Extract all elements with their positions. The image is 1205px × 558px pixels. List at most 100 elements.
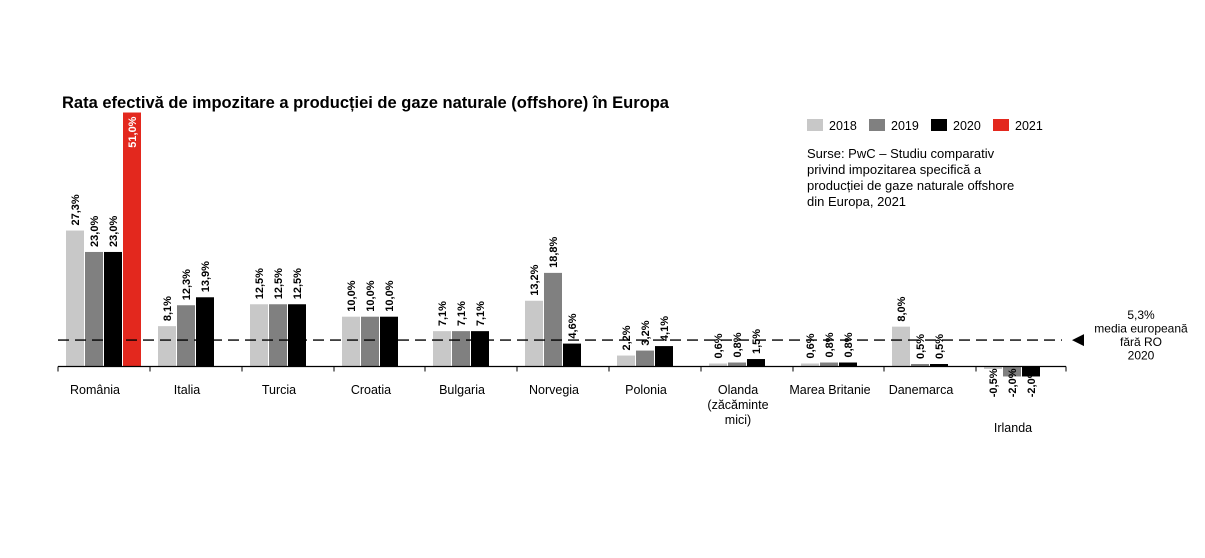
bar (525, 300, 543, 367)
data-label: -0,5% (988, 368, 1000, 397)
bar (288, 304, 306, 367)
category-label: Irlanda (994, 421, 1032, 435)
data-label: 7,1% (475, 301, 487, 326)
data-label: 13,9% (200, 261, 212, 292)
data-label: -2,0% (1007, 368, 1019, 397)
bar (104, 251, 122, 367)
legend-swatch-2018 (807, 119, 823, 131)
bar (196, 297, 214, 367)
reference-label: fără RO (1120, 335, 1162, 349)
category-label: Norvegia (529, 383, 579, 397)
data-label: 12,5% (273, 268, 285, 299)
legend-label-2018: 2018 (829, 119, 857, 133)
bar (892, 326, 910, 367)
data-label: 0,6% (805, 333, 817, 358)
legend-swatch-2020 (931, 119, 947, 131)
data-label: 0,8% (732, 332, 744, 357)
data-label: 7,1% (456, 301, 468, 326)
data-label: 2,2% (621, 325, 633, 350)
data-label: 51,0% (127, 116, 139, 147)
bar (1003, 366, 1021, 377)
data-label: 12,5% (254, 268, 266, 299)
data-label: 18,8% (548, 236, 560, 267)
source-line: din Europa, 2021 (807, 194, 906, 209)
bar (433, 331, 451, 367)
bar (930, 364, 948, 367)
reference-label: 2020 (1128, 349, 1155, 363)
source-line: Surse: PwC – Studiu comparativ (807, 146, 995, 161)
data-label: 3,2% (640, 320, 652, 345)
category-label: Turcia (262, 383, 296, 397)
legend-label-2021: 2021 (1015, 119, 1043, 133)
bar (801, 363, 819, 367)
bar (380, 316, 398, 367)
axis-group (57, 365, 1067, 372)
bar (617, 355, 635, 367)
bar (85, 251, 103, 367)
data-label: 0,6% (713, 333, 725, 358)
bar (655, 346, 673, 367)
category-label: România (70, 383, 120, 397)
legend: 2018 2019 2020 2021 (807, 119, 1043, 133)
data-label: 10,0% (346, 280, 358, 311)
source-line: privind impozitarea specifică a (807, 162, 982, 177)
data-label: 23,0% (89, 216, 101, 247)
category-labels: România Italia Turcia Croatia Bulgaria Norveg… (70, 383, 1032, 435)
category-label: Danemarca (889, 383, 954, 397)
data-label: 1,5% (751, 329, 763, 354)
bar (747, 359, 765, 367)
bar (269, 304, 287, 367)
bar (728, 362, 746, 367)
bar (636, 350, 654, 367)
category-label: Marea Britanie (789, 383, 870, 397)
chart-title: Rata efectivă de impozitare a producției… (62, 94, 670, 112)
reference-label: media europeană (1094, 322, 1188, 336)
data-label: 0,8% (824, 332, 836, 357)
data-label: 7,1% (437, 301, 449, 326)
data-label: 12,5% (292, 268, 304, 299)
bar (709, 363, 727, 367)
data-label: 8,1% (162, 296, 174, 321)
data-label: 12,3% (181, 269, 193, 300)
data-label: 4,6% (567, 313, 579, 338)
data-label: 8,0% (896, 296, 908, 321)
reference-label: 5,3% (1127, 308, 1155, 322)
legend-label-2019: 2019 (891, 119, 919, 133)
category-label: Bulgaria (439, 383, 485, 397)
bar (911, 364, 929, 367)
bar (177, 305, 195, 367)
bar (66, 230, 84, 367)
legend-swatch-2021 (993, 119, 1009, 131)
bar (820, 362, 838, 367)
bar (158, 326, 176, 367)
data-label: 10,0% (365, 280, 377, 311)
data-label: 10,0% (384, 280, 396, 311)
bar (563, 343, 581, 367)
bar (1022, 366, 1040, 377)
bar (123, 112, 141, 367)
category-label: Olanda (718, 383, 758, 397)
data-label: 0,8% (843, 332, 855, 357)
bar (250, 304, 268, 367)
reference-arrow-icon (1072, 334, 1084, 347)
bar (342, 316, 360, 367)
data-label: 13,2% (529, 264, 541, 295)
bar (544, 272, 562, 367)
legend-label-2020: 2020 (953, 119, 981, 133)
data-label: 4,1% (659, 316, 671, 341)
data-label: 23,0% (108, 216, 120, 247)
data-label: 0,5% (934, 334, 946, 359)
category-label: Italia (174, 383, 200, 397)
data-label: -2,0% (1026, 368, 1038, 397)
legend-swatch-2019 (869, 119, 885, 131)
bar (471, 331, 489, 367)
source-line: producției de gaze naturale offshore (807, 178, 1014, 193)
bar (839, 362, 857, 367)
category-label: Polonia (625, 383, 667, 397)
data-label: 27,3% (70, 194, 82, 225)
bars-group: 27,3% 23,0% 23,0% 51,0% 8,1% 12,3% 13,9% 12,5% 1… (66, 112, 1040, 397)
bar (361, 316, 379, 367)
